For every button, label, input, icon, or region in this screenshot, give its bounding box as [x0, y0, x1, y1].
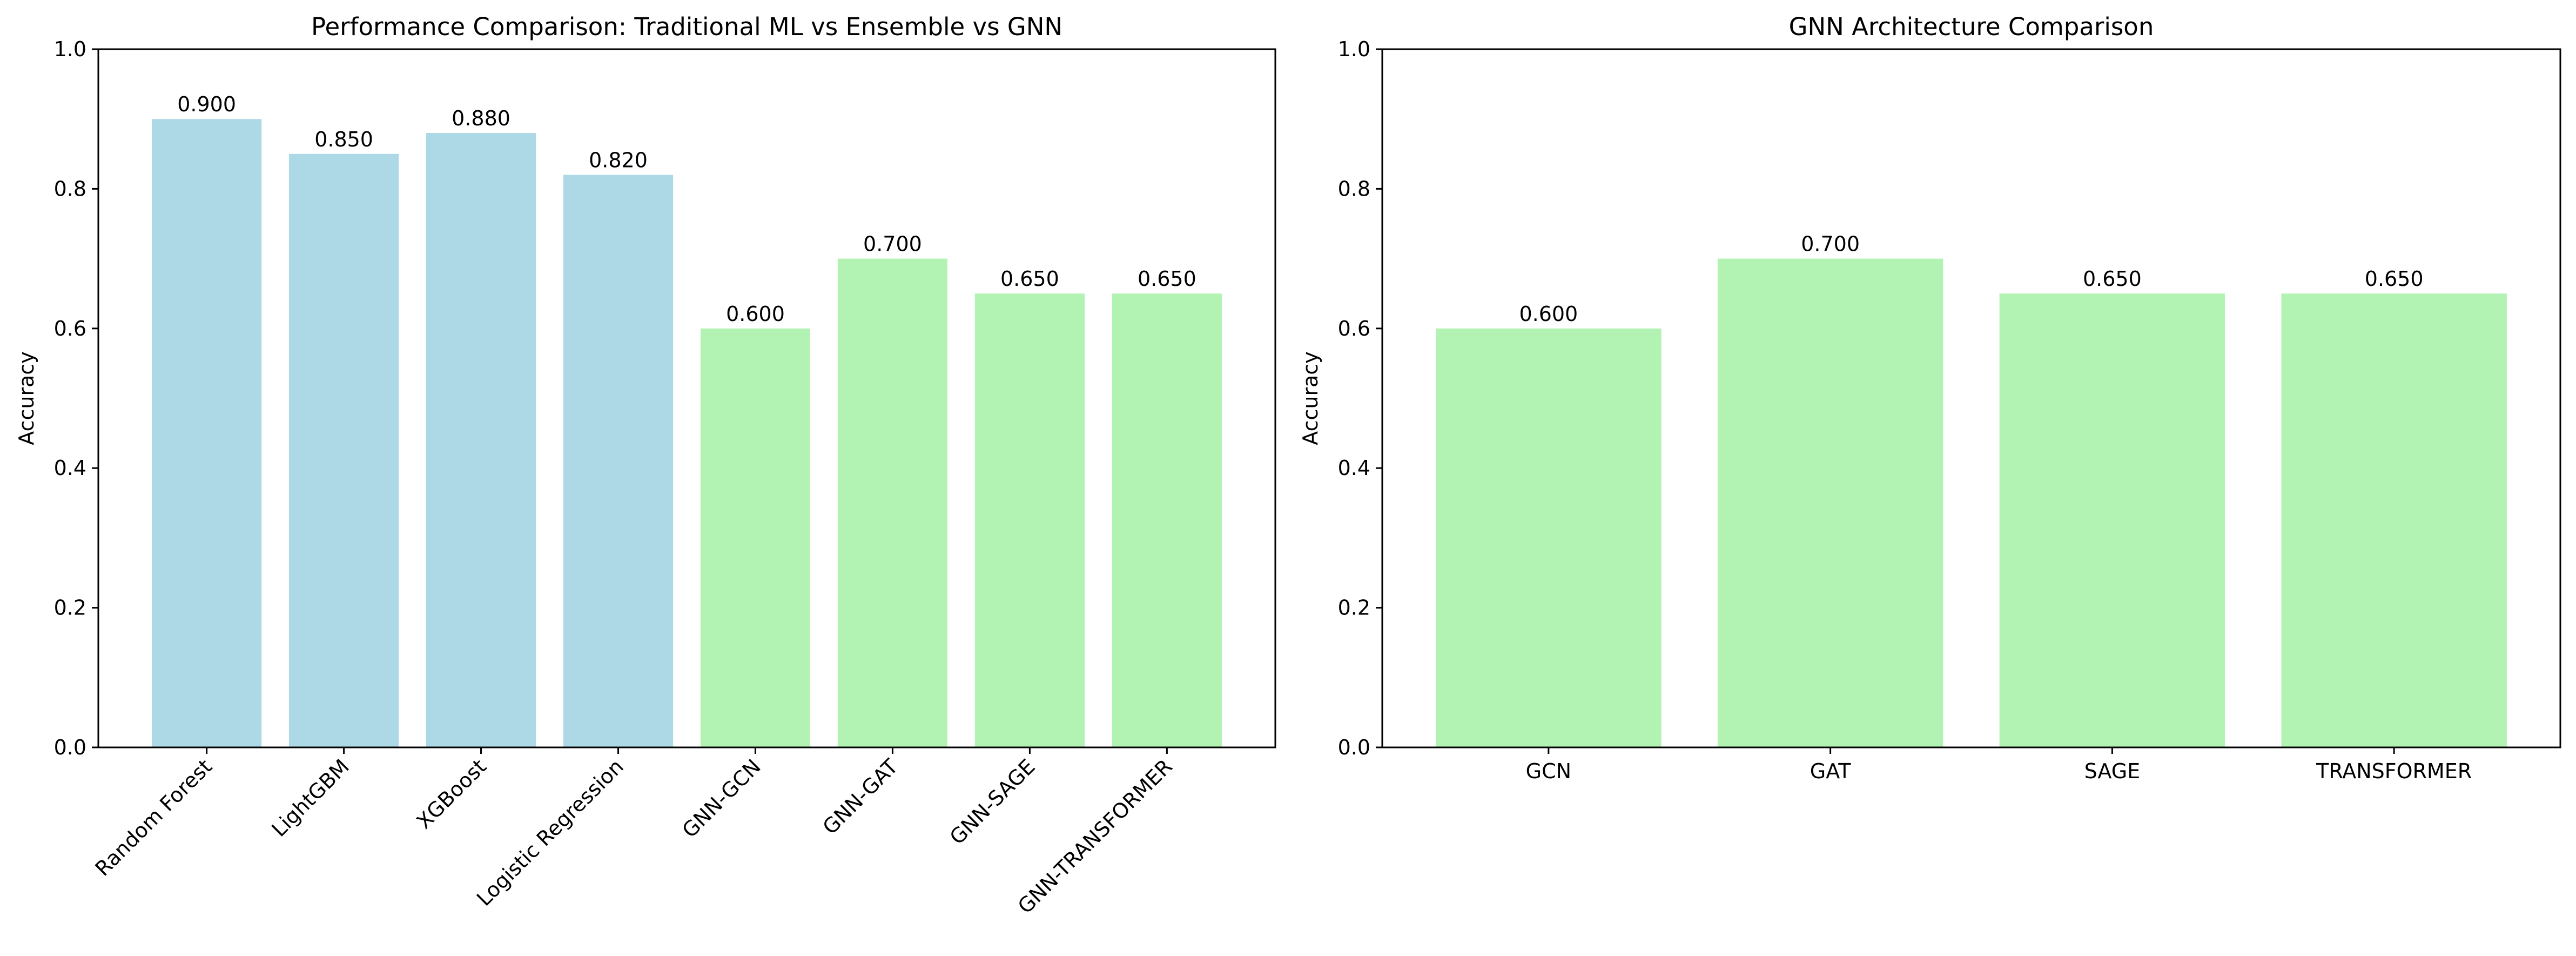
y-tick-label: 0.8 [1338, 177, 1370, 200]
value-label-sage: 0.650 [2083, 267, 2142, 291]
bar-gnn-gat [837, 258, 948, 748]
y-tick-label: 0.6 [54, 317, 86, 340]
x-tick-label-transformer: TRANSFORMER [2316, 759, 2472, 783]
x-tick-label-sage: SAGE [2084, 759, 2141, 783]
x-tick-label-gnn-gat: GNN-GAT [818, 754, 903, 839]
bar-xgboost [426, 133, 536, 747]
x-tick-label-gnn-transformer: GNN-TRANSFORMER [1013, 754, 1177, 918]
y-tick-label: 0.6 [1338, 317, 1370, 340]
y-tick-label: 0.0 [54, 736, 86, 759]
axes-frame [97, 48, 1276, 748]
bar-gnn-gcn [700, 328, 811, 747]
bar-logistic-regression [563, 175, 674, 747]
value-label-random-forest: 0.900 [177, 92, 236, 116]
bar-gat [1717, 258, 1943, 748]
x-tick-label-gnn-sage: GNN-SAGE [945, 754, 1040, 849]
value-label-lightgbm: 0.850 [314, 128, 373, 151]
value-label-transformer: 0.650 [2365, 267, 2424, 291]
chart-title: GNN Architecture Comparison [1789, 12, 2154, 41]
x-tick-label-lightgbm: LightGBM [267, 754, 354, 841]
value-label-gnn-sage: 0.650 [1000, 267, 1059, 291]
bar-random-forest [152, 119, 262, 748]
chart-1: Performance Comparison: Traditional ML v… [15, 12, 1276, 918]
x-tick-label-gat: GAT [1810, 759, 1851, 783]
chart-2: GNN Architecture Comparison 0.600 0.700 0.6… [1299, 12, 2561, 783]
y-tick-label: 0.4 [54, 456, 86, 480]
x-tick-label-xgboost: XGBoost [412, 754, 491, 833]
chart-title: Performance Comparison: Traditional ML v… [311, 12, 1062, 41]
value-label-gat: 0.700 [1801, 232, 1860, 256]
x-tick-label-random-forest: Random Forest [91, 754, 217, 880]
value-label-xgboost: 0.880 [452, 106, 510, 130]
value-label-gcn: 0.600 [1519, 302, 1578, 326]
bar-sage [1999, 293, 2225, 747]
x-tick-label-logistic-regression: Logistic Regression [472, 754, 628, 911]
y-tick-label: 0.4 [1338, 456, 1370, 480]
y-tick-label: 1.0 [54, 37, 86, 61]
x-tick-label-gnn-gcn: GNN-GCN [677, 754, 765, 843]
y-axis-label: Accuracy [15, 351, 38, 445]
y-tick-label: 0.0 [1338, 736, 1370, 759]
bar-gcn [1436, 328, 1662, 747]
bar-transformer [2281, 293, 2507, 747]
value-label-gnn-gat: 0.700 [863, 232, 922, 256]
value-label-gnn-transformer: 0.650 [1138, 267, 1196, 291]
bar-gnn-sage [974, 293, 1085, 747]
y-tick-label: 1.0 [1338, 37, 1370, 61]
value-label-gnn-gcn: 0.600 [726, 302, 785, 326]
y-tick-label: 0.8 [54, 177, 86, 200]
value-label-logistic-regression: 0.820 [589, 149, 648, 172]
y-tick-label: 0.2 [54, 596, 86, 620]
bar-gnn-transformer [1112, 293, 1222, 747]
axes-frame [1381, 48, 2561, 748]
x-tick-label-gcn: GCN [1526, 759, 1571, 783]
y-tick-label: 0.2 [1338, 596, 1370, 620]
bar-lightgbm [289, 153, 399, 747]
y-axis-label: Accuracy [1299, 351, 1322, 445]
